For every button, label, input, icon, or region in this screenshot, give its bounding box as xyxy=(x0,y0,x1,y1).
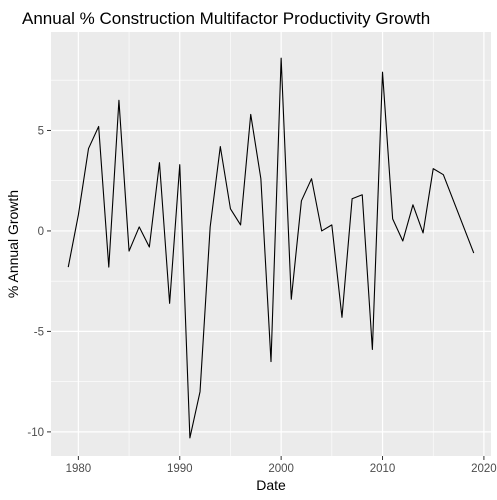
x-tick-label: 1990 xyxy=(167,463,193,475)
plot-panel xyxy=(51,32,491,456)
x-tick-label: 1980 xyxy=(66,463,92,475)
x-tick-label: 2010 xyxy=(370,463,396,475)
chart-title: Annual % Construction Multifactor Produc… xyxy=(22,9,430,28)
y-axis-label: % Annual Growth xyxy=(5,190,21,298)
y-tick-label: -5 xyxy=(34,326,44,338)
x-tick-label: 2000 xyxy=(268,463,294,475)
x-axis-ticks: 1980 1990 2000 2010 2020 xyxy=(66,456,497,475)
x-axis-label: Date xyxy=(256,477,286,493)
x-tick-label: 2020 xyxy=(471,463,497,475)
grid-major xyxy=(51,32,491,456)
y-tick-label: 5 xyxy=(38,125,44,137)
y-tick-label: -10 xyxy=(27,427,44,439)
y-tick-label: 0 xyxy=(38,226,44,238)
y-axis-ticks: -10 -5 0 5 xyxy=(27,125,51,439)
data-series xyxy=(67,57,475,439)
